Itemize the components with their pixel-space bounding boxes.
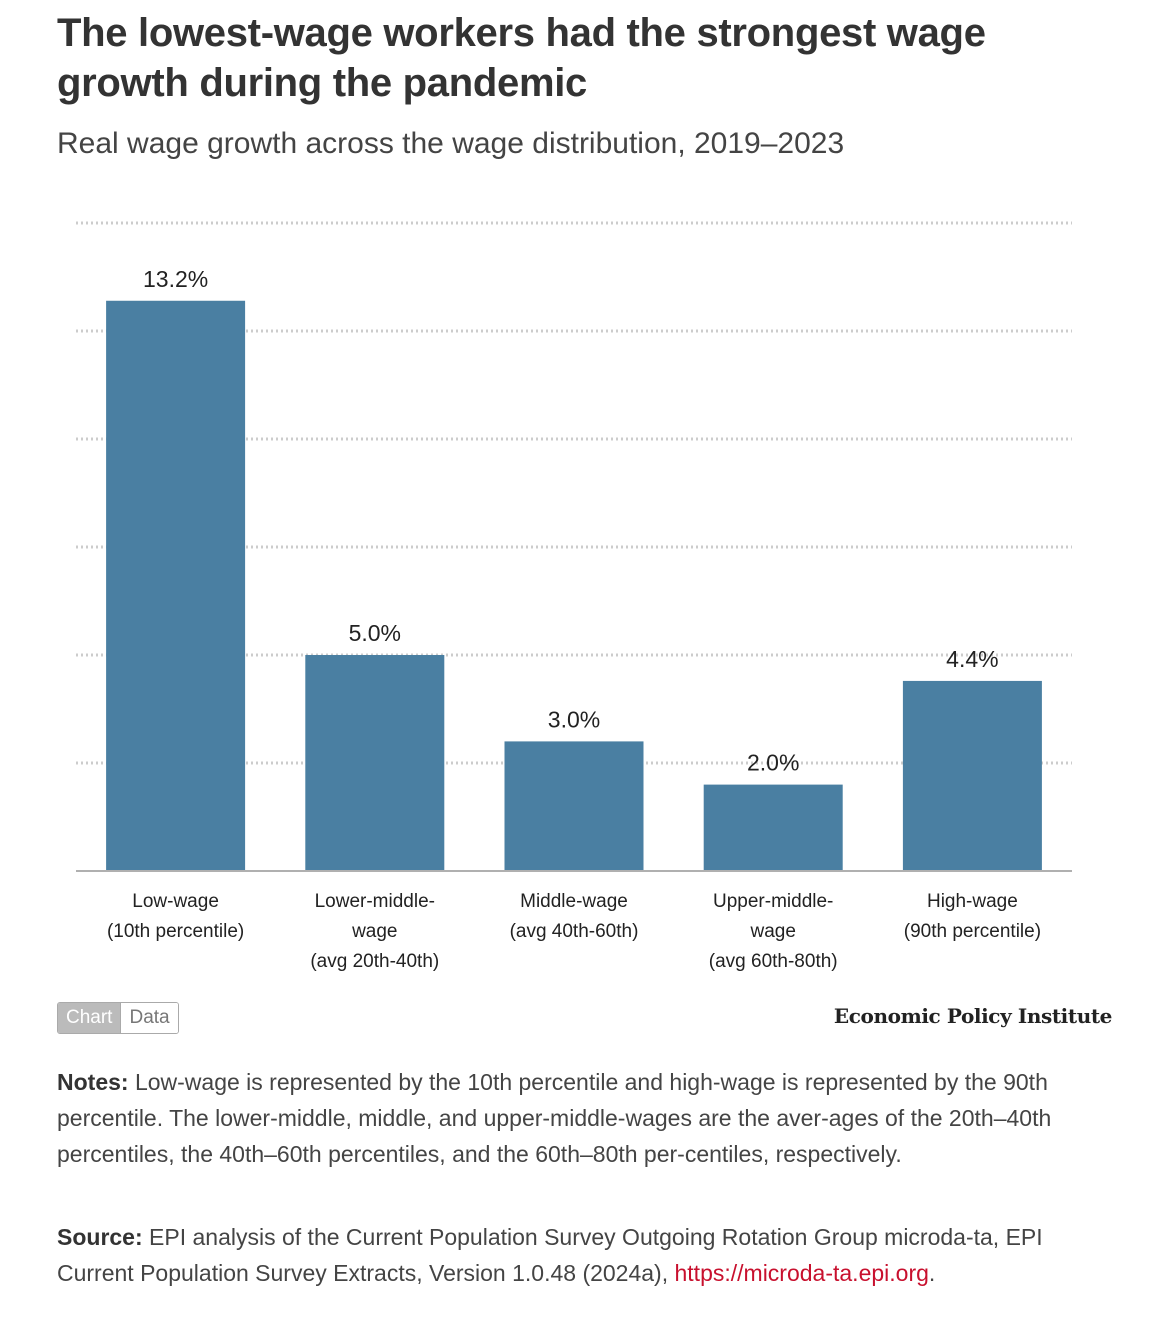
x-tick-label-1-2: (avg 20th-40th) [310,951,439,972]
notes: Notes: Low-wage is represented by the 10… [57,1064,1119,1172]
notes-label: Notes: [57,1069,129,1095]
bar-value-label-4: 4.4% [946,646,998,672]
x-tick-label-0-1: (10th percentile) [107,921,244,942]
x-tick-label-4-0: High-wage [927,891,1018,912]
x-tick-label-3-1: wage [749,921,795,942]
x-tick-label-2-1: (avg 40th-60th) [510,921,639,942]
x-tick-label-0-0: Low-wage [132,891,219,912]
chart-title: The lowest-wage workers had the stronges… [57,11,986,105]
chart-data-toggle: Chart Data [57,1002,179,1034]
x-tick-label-2-0: Middle-wage [520,891,628,912]
bar-3 [703,784,843,871]
x-tick-label-3-0: Upper-middle- [713,891,833,912]
bar-0 [106,300,246,871]
x-tick-label-1-1: wage [351,921,397,942]
bar-value-label-0: 13.2% [143,266,208,292]
source-link[interactable]: https://microda-ta.epi.org [674,1260,929,1286]
source-trailing: . [928,1260,936,1286]
chart-tab[interactable]: Chart [58,1003,121,1033]
chart-subtitle: Real wage growth across the wage distrib… [57,127,845,160]
bar-1 [305,655,445,871]
x-tick-label-3-2: (avg 60th-80th) [709,951,838,972]
source-text: EPI analysis of the Current Population S… [57,1224,1043,1286]
source-label: Source: [57,1224,143,1250]
bar-2 [504,741,644,871]
x-tick-label-1-0: Lower-middle- [315,891,435,912]
bar-chart: 13.2% Low-wage (10th percentile) 5.0% Lower-… [76,221,1072,972]
epi-logo-text: Economic Policy Institute [833,1004,1112,1028]
bar-4 [902,680,1042,871]
data-tab[interactable]: Data [120,1003,178,1033]
x-tick-label-4-1: (90th percentile) [904,921,1041,942]
bar-value-label-2: 3.0% [548,706,600,732]
bar-value-label-3: 2.0% [747,750,799,776]
notes-text: Low-wage is represented by the 10th perc… [57,1069,1052,1167]
source: Source: EPI analysis of the Current Popu… [57,1219,1119,1291]
bar-value-label-1: 5.0% [349,620,401,646]
